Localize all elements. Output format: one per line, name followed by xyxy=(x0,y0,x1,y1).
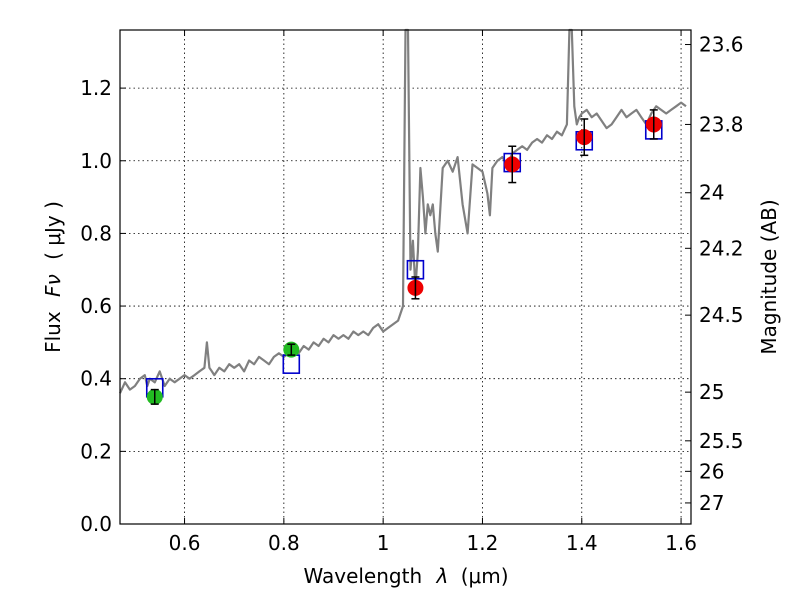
y2-tick-label: 24 xyxy=(699,181,724,205)
x-tick-label: 1 xyxy=(377,531,390,555)
x-tick-label: 0.8 xyxy=(268,531,300,555)
y2-tick-label: 23.8 xyxy=(699,112,744,136)
spectrum-line xyxy=(119,28,687,394)
y2-tick-label: 27 xyxy=(699,491,724,515)
x-axis: 0.6 0.8 1 1.2 1.4 1.6 xyxy=(169,30,697,555)
y2-tick-label: 25.5 xyxy=(699,429,744,453)
x-tick-label: 1.2 xyxy=(467,531,499,555)
y-tick-label: 0.4 xyxy=(80,367,112,391)
y2-tick-label: 23.6 xyxy=(699,33,744,57)
x-axis-label-symbol: λ xyxy=(436,564,449,588)
y-axis-label-unit: ( μJy ) xyxy=(41,201,65,260)
y-tick-label: 1.2 xyxy=(80,76,112,100)
y-axis-label-symbol: Fν xyxy=(41,274,65,297)
observed-points-layer xyxy=(146,109,662,405)
y-axis-label: Flux Fν ( μJy ) xyxy=(41,201,65,353)
y2-axis: 23.6 23.8 24 24.2 24.5 25 25.5 26 27 xyxy=(685,33,744,515)
x-axis-label-text: Wavelength xyxy=(303,564,422,588)
y-tick-label: 0.2 xyxy=(80,439,112,463)
y-tick-label: 0.6 xyxy=(80,294,112,318)
y-axis: 0.0 0.2 0.4 0.6 0.8 1.0 1.2 xyxy=(80,76,126,536)
y-tick-label: 0.8 xyxy=(80,221,112,245)
y-axis-label-text: Flux xyxy=(41,311,65,353)
y2-axis-label: Magnitude (AB) xyxy=(757,199,781,354)
y2-tick-label: 26 xyxy=(699,459,724,483)
plot-frame xyxy=(119,29,692,525)
spectrum-layer xyxy=(119,28,687,394)
y2-tick-label: 24.2 xyxy=(699,236,744,260)
x-tick-label: 0.6 xyxy=(169,531,201,555)
y2-tick-label: 25 xyxy=(699,380,724,404)
x-axis-label-unit: (μm) xyxy=(461,564,509,588)
y-tick-label: 0.0 xyxy=(80,512,112,536)
x-tick-label: 1.4 xyxy=(566,531,598,555)
model-point xyxy=(282,354,301,374)
x-axis-label: Wavelength λ (μm) xyxy=(303,564,508,588)
y2-tick-label: 24.5 xyxy=(699,303,744,327)
y-tick-label: 1.0 xyxy=(80,149,112,173)
x-tick-label: 1.6 xyxy=(665,531,697,555)
